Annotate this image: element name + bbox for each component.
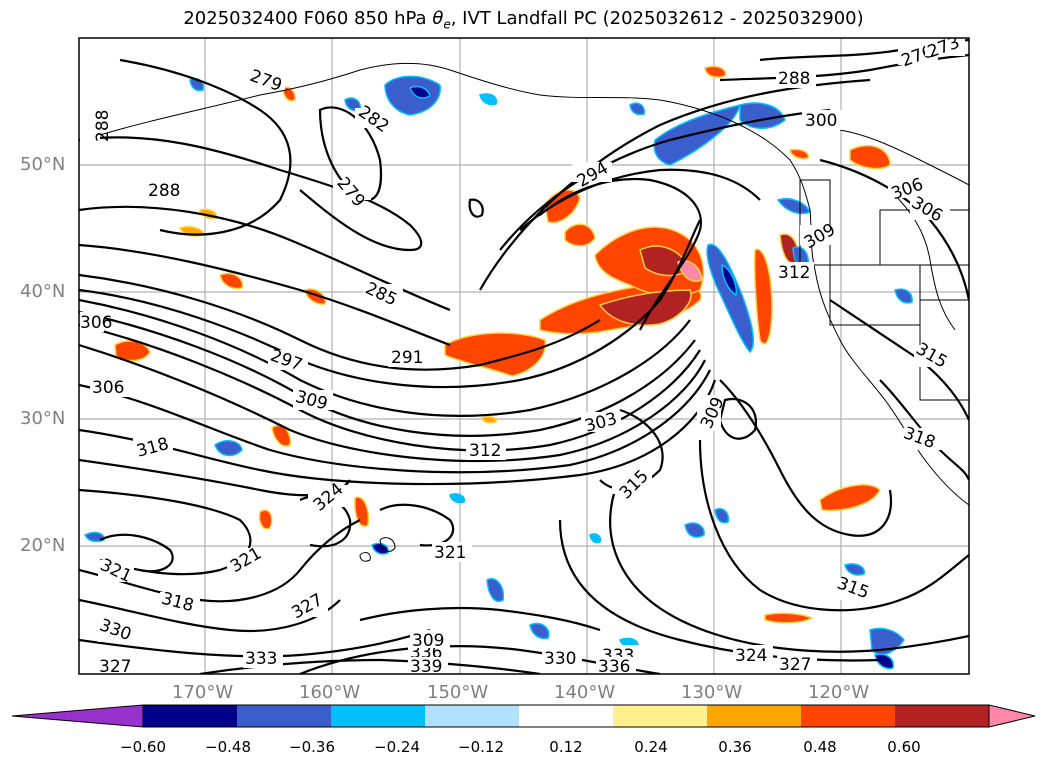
contour-label: 330 bbox=[544, 649, 576, 669]
lat-label-20n: 20°N bbox=[20, 535, 66, 556]
lat-label-30n: 30°N bbox=[20, 408, 66, 429]
colorbar-swatch bbox=[425, 705, 519, 727]
theta-symbol: θ bbox=[432, 8, 444, 29]
contour-label: 327 bbox=[99, 657, 131, 677]
colorbar-swatch bbox=[707, 705, 801, 727]
map-title: 2025032400 F060 850 hPa θe, IVT Landfall… bbox=[183, 8, 864, 32]
colorbar-max-extend bbox=[988, 704, 1036, 728]
contour-labels: 279 282 279 288 288 285 291 294 297 300 … bbox=[80, 38, 965, 677]
lon-label-120w: 120°W bbox=[808, 682, 870, 703]
colorbar-tick: 0.24 bbox=[634, 738, 668, 756]
contour-label: 312 bbox=[469, 441, 501, 461]
contour-label: 288 bbox=[778, 69, 810, 89]
contour-label: 300 bbox=[805, 111, 837, 131]
colorbar-tick: 0.12 bbox=[549, 738, 583, 756]
lat-label-40n: 40°N bbox=[20, 281, 66, 302]
contour-label: 306 bbox=[92, 378, 124, 398]
contour-label: 324 bbox=[735, 646, 767, 666]
contour-label: 312 bbox=[778, 263, 810, 283]
colorbar-tick: −0.12 bbox=[458, 738, 504, 756]
contour-label: 288 bbox=[148, 181, 180, 201]
lat-label-50n: 50°N bbox=[20, 154, 66, 175]
map-frame bbox=[78, 37, 970, 675]
colorbar-min-extend bbox=[11, 704, 144, 728]
contour-label: 288 bbox=[93, 110, 113, 142]
colorbar-swatch bbox=[331, 705, 425, 727]
lon-label-130w: 130°W bbox=[681, 682, 743, 703]
lon-label-140w: 140°W bbox=[554, 682, 616, 703]
colorbar-swatch bbox=[519, 705, 613, 727]
contour-label: 339 bbox=[410, 657, 442, 677]
colorbar-outline bbox=[142, 704, 990, 728]
contour-label: 291 bbox=[391, 348, 423, 368]
contour-label: 309 bbox=[412, 631, 444, 651]
contour-label: 327 bbox=[779, 655, 811, 675]
lon-label-150w: 150°W bbox=[427, 682, 489, 703]
contour-label: 333 bbox=[245, 649, 277, 669]
colorbar-tick: 0.36 bbox=[718, 738, 752, 756]
ivt-positive-fills bbox=[114, 65, 891, 624]
colorbar-tick: −0.48 bbox=[205, 738, 251, 756]
colorbar-tick: 0.60 bbox=[887, 738, 921, 756]
contour-label: 306 bbox=[80, 313, 112, 333]
colorbar bbox=[11, 704, 1036, 728]
colorbar-tick: −0.24 bbox=[374, 738, 420, 756]
colorbar-tick: −0.36 bbox=[289, 738, 335, 756]
theta-subscript: e bbox=[443, 17, 451, 32]
colorbar-swatch bbox=[801, 705, 895, 727]
ivt-negative-fills bbox=[83, 75, 913, 670]
colorbar-swatch bbox=[613, 705, 707, 727]
colorbar-swatch bbox=[237, 705, 331, 727]
contour-label: 336 bbox=[598, 657, 630, 677]
colorbar-tick: 0.48 bbox=[803, 738, 837, 756]
lon-label-160w: 160°W bbox=[299, 682, 361, 703]
colorbar-swatch bbox=[143, 705, 237, 727]
colorbar-tick: −0.60 bbox=[120, 738, 166, 756]
contour-label: 321 bbox=[434, 543, 466, 563]
colorbar-swatch bbox=[895, 705, 989, 727]
lon-label-170w: 170°W bbox=[172, 682, 234, 703]
